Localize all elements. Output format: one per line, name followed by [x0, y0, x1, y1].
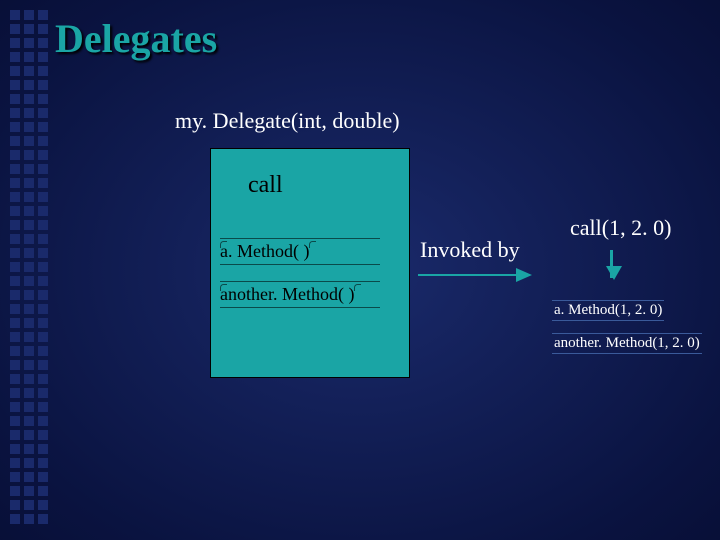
- decoration-dots: [10, 10, 50, 530]
- call-result-label: call(1, 2. 0): [570, 215, 671, 241]
- result-arrow: [610, 250, 613, 278]
- slide-title: Delegates: [55, 15, 217, 62]
- invoked-by-label: Invoked by: [420, 237, 520, 263]
- delegate-signature: my. Delegate(int, double): [175, 108, 400, 134]
- method-a-label: a. Method( ): [220, 238, 380, 265]
- result-method-b: another. Method(1, 2. 0): [552, 333, 702, 354]
- method-b-label: another. Method( ): [220, 281, 380, 308]
- call-header: call: [248, 172, 283, 199]
- invoke-arrow: [418, 274, 530, 276]
- result-method-a: a. Method(1, 2. 0): [552, 300, 664, 321]
